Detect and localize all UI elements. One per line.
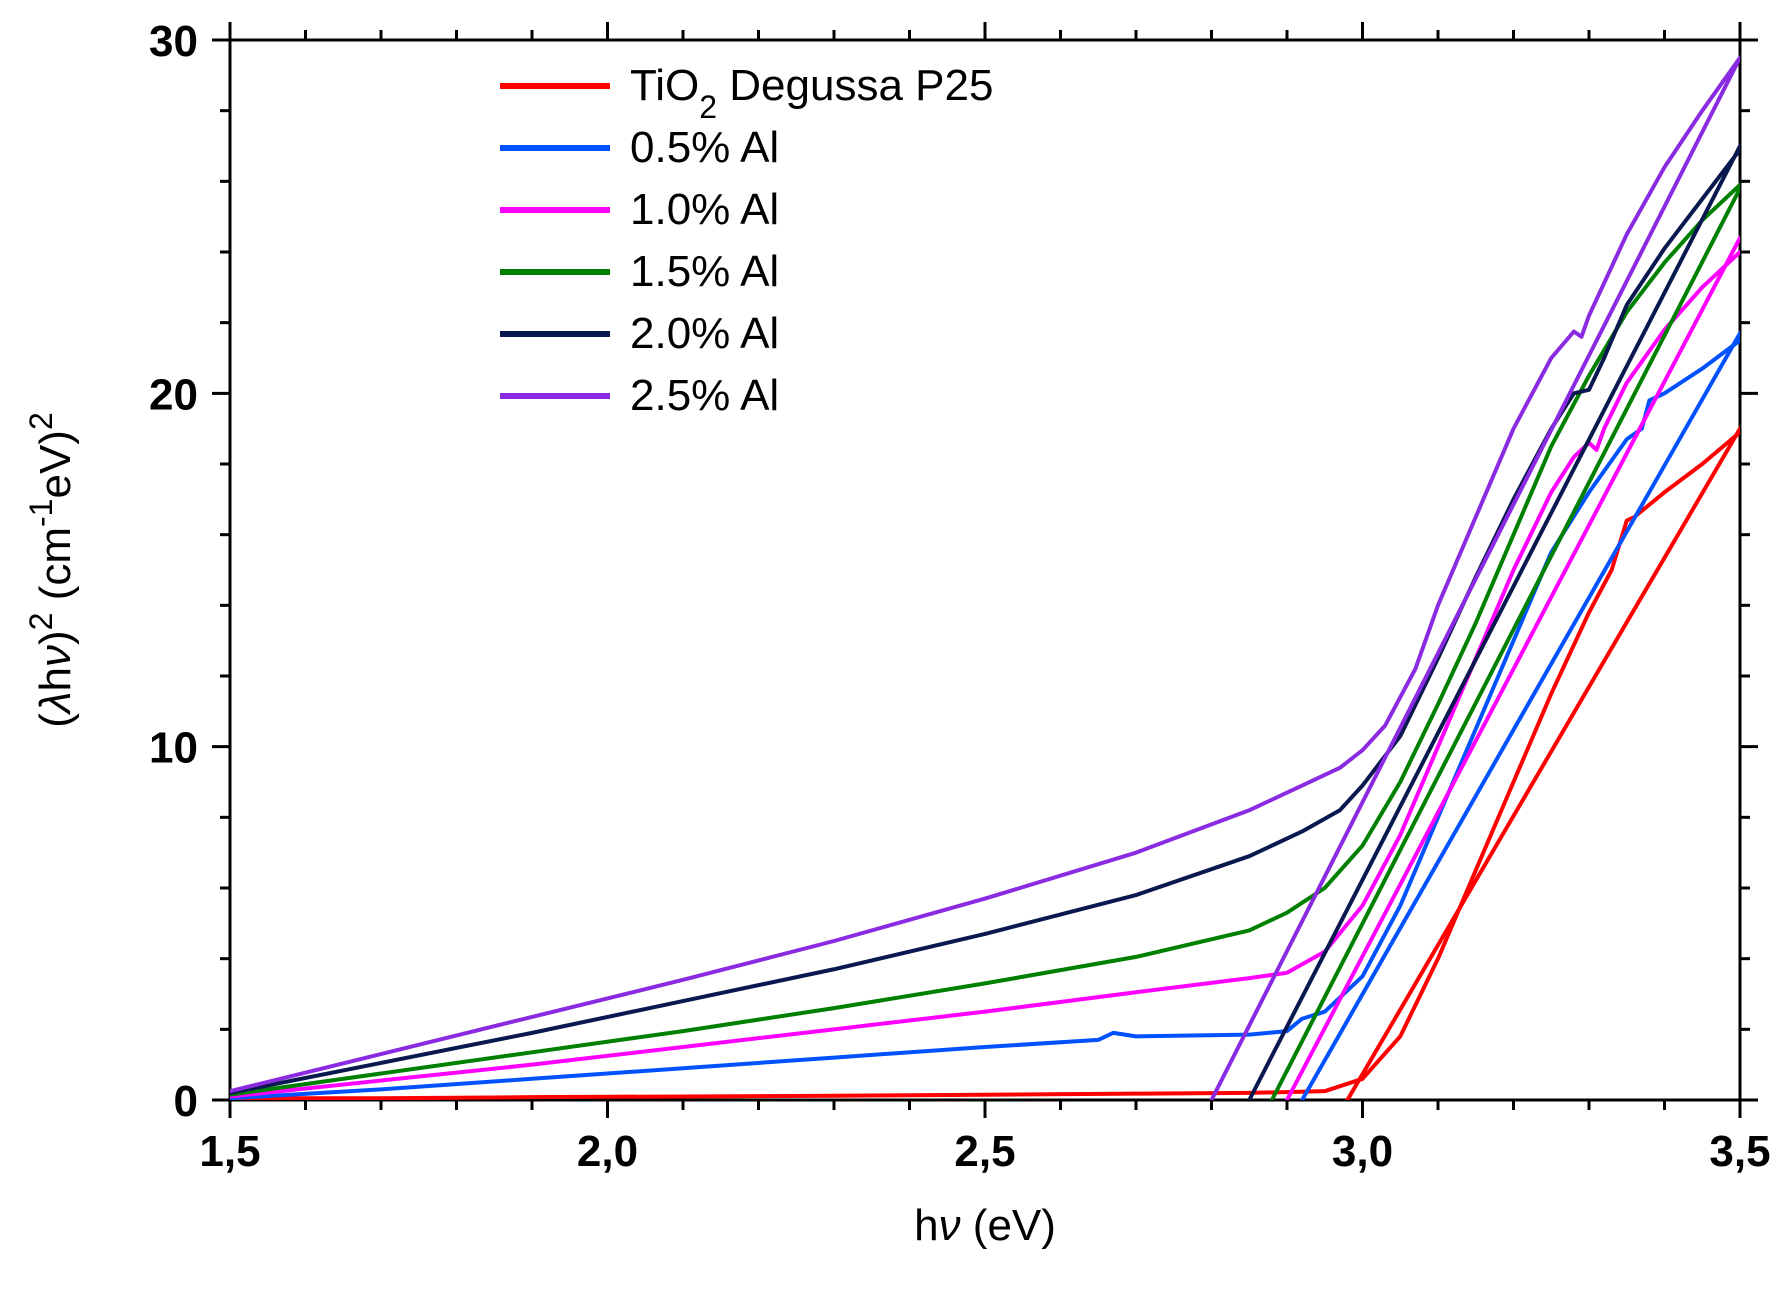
x-tick-label: 1,5 bbox=[199, 1127, 260, 1176]
legend-label: 1.5% Al bbox=[630, 247, 779, 296]
y-tick-label: 20 bbox=[149, 370, 198, 419]
tauc-plot-chart: 1,5 2,0 2,5 3,0 3,5 hν (eV) 0 10 20 30 (λhν)2 (cm-… bbox=[0, 0, 1781, 1296]
y-axis-label: (λhν)2 (cm-1eV)2 bbox=[23, 412, 80, 728]
y-tick-label: 10 bbox=[149, 724, 198, 773]
x-tick-label: 3,5 bbox=[1709, 1127, 1770, 1176]
x-tick-label: 2,0 bbox=[577, 1127, 638, 1176]
legend-label: 1.0% Al bbox=[630, 185, 779, 234]
chart-svg: 1,5 2,0 2,5 3,0 3,5 hν (eV) 0 10 20 30 (λhν)2 (cm-… bbox=[0, 0, 1781, 1296]
legend-label: 0.5% Al bbox=[630, 123, 779, 172]
x-tick-label: 2,5 bbox=[954, 1127, 1015, 1176]
legend-label: 2.5% Al bbox=[630, 371, 779, 420]
x-axis-label: hν (eV) bbox=[914, 1201, 1056, 1250]
legend-label: 2.0% Al bbox=[630, 309, 779, 358]
x-tick-label: 3,0 bbox=[1332, 1127, 1393, 1176]
y-tick-label: 30 bbox=[149, 17, 198, 66]
y-tick-label: 0 bbox=[174, 1077, 198, 1126]
